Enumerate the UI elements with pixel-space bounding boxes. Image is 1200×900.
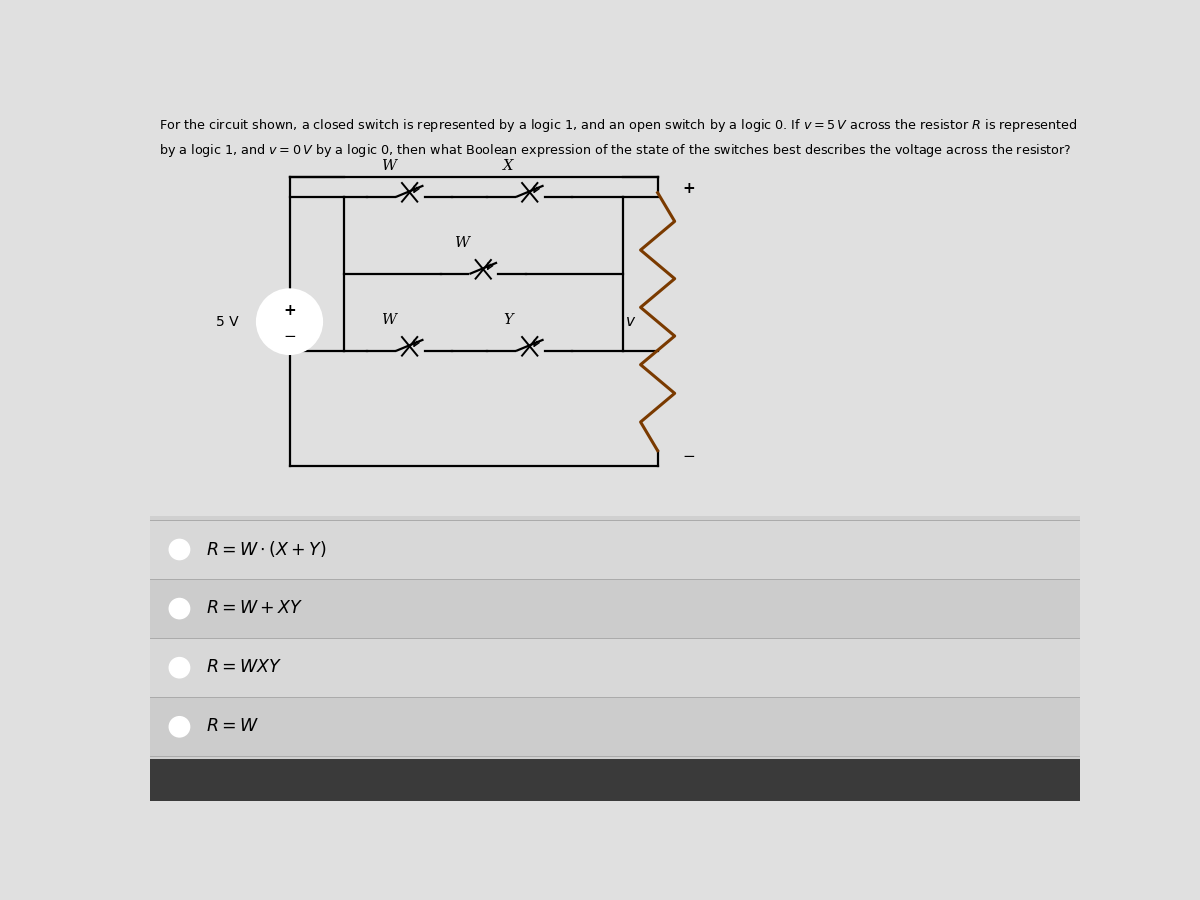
Bar — [150, 108, 1080, 516]
Bar — [150, 520, 1080, 579]
Circle shape — [257, 289, 322, 354]
Text: $-$: $-$ — [683, 447, 696, 462]
Bar — [150, 759, 1080, 801]
Text: X: X — [503, 159, 514, 174]
Text: $R = W + XY$: $R = W + XY$ — [206, 600, 304, 617]
Text: $R = W \cdot (X + Y)$: $R = W \cdot (X + Y)$ — [206, 539, 326, 560]
Text: +: + — [683, 182, 695, 196]
Text: For the circuit shown, a closed switch is represented by a logic 1, and an open : For the circuit shown, a closed switch i… — [160, 117, 1078, 134]
Text: W: W — [380, 313, 396, 328]
Bar — [150, 698, 1080, 756]
Text: by a logic 1, and $v = 0\,V$ by a logic 0, then what Boolean expression of the s: by a logic 1, and $v = 0\,V$ by a logic … — [160, 142, 1072, 159]
Text: $-$: $-$ — [283, 328, 296, 342]
Circle shape — [169, 598, 190, 618]
Text: +: + — [283, 302, 296, 318]
Bar — [150, 638, 1080, 698]
Text: W: W — [455, 237, 469, 250]
Text: $v$: $v$ — [625, 315, 636, 328]
Circle shape — [169, 539, 190, 560]
Text: Y: Y — [504, 313, 514, 328]
Text: W: W — [380, 159, 396, 174]
Text: $R = W$: $R = W$ — [206, 718, 259, 735]
Text: $R = WXY$: $R = WXY$ — [206, 659, 282, 676]
Circle shape — [169, 658, 190, 678]
Bar — [150, 579, 1080, 638]
Text: 5 V: 5 V — [216, 315, 239, 328]
Circle shape — [169, 716, 190, 737]
Bar — [150, 516, 1080, 759]
